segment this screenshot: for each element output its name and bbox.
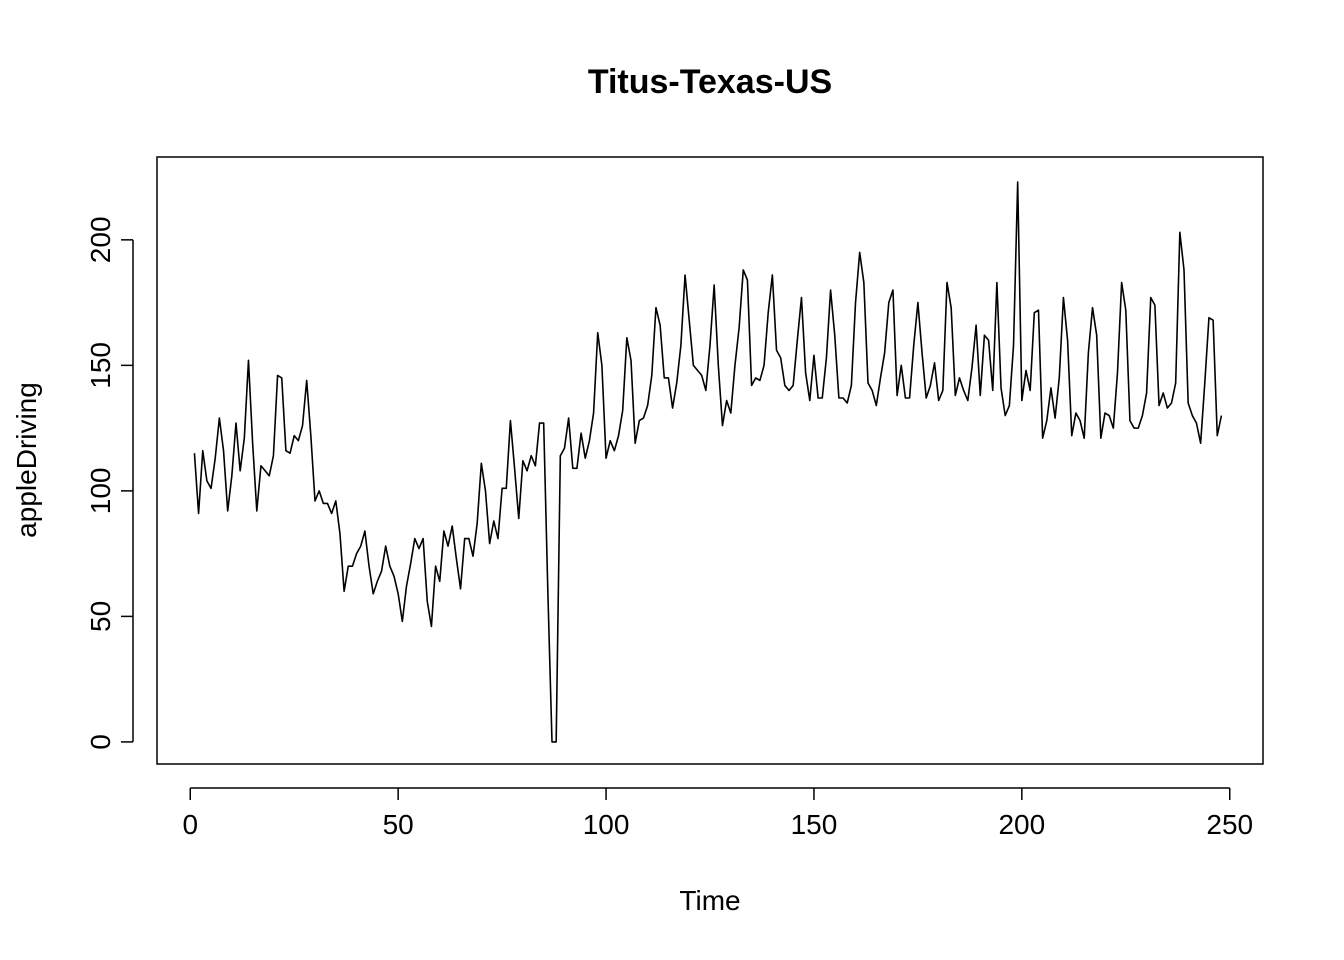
- y-tick-label: 200: [85, 216, 116, 263]
- y-tick-label: 150: [85, 342, 116, 389]
- x-tick-label: 50: [383, 809, 414, 840]
- y-axis: 0 50 100 150 200: [85, 216, 134, 750]
- x-axis: 0 50 100 150 200 250: [182, 787, 1253, 840]
- plot-frame: [156, 156, 1264, 765]
- x-tick-label: 150: [791, 809, 838, 840]
- x-tick-label: 250: [1206, 809, 1253, 840]
- x-tick-label: 100: [583, 809, 630, 840]
- chart-title: Titus-Texas-US: [588, 63, 832, 101]
- y-tick-label: 0: [85, 734, 116, 750]
- y-axis-label: appleDriving: [11, 382, 42, 538]
- x-tick-label: 200: [998, 809, 1045, 840]
- series-line: [193, 181, 1223, 743]
- x-tick-label: 0: [182, 809, 198, 840]
- x-axis-label: Time: [679, 885, 740, 916]
- y-tick-label: 100: [85, 468, 116, 515]
- y-tick-label: 50: [85, 601, 116, 632]
